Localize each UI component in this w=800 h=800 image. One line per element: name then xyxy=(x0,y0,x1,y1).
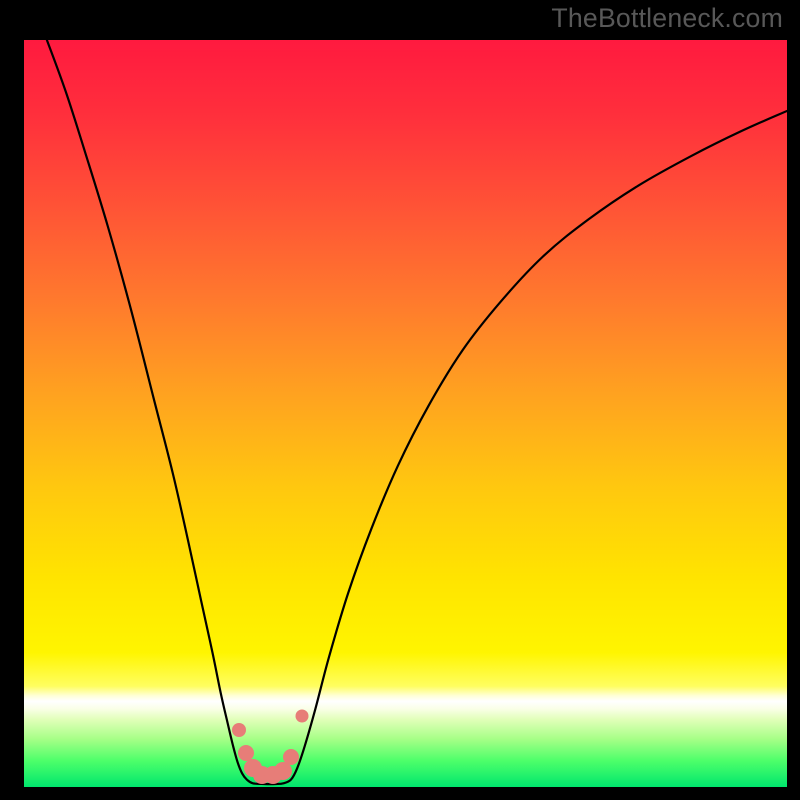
chart-root: TheBottleneck.com xyxy=(0,0,800,800)
watermark-text: TheBottleneck.com xyxy=(551,3,783,34)
plot-frame xyxy=(24,40,787,787)
